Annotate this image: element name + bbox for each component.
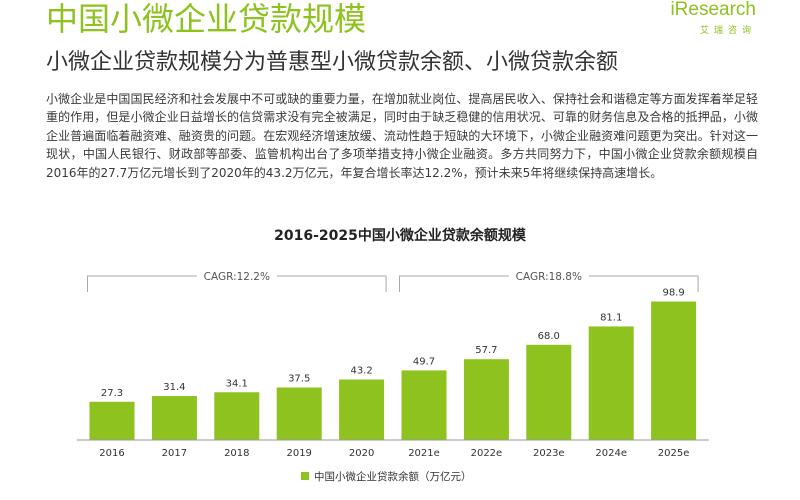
iresearch-logo: iResearch 艾瑞咨询 [670,0,756,36]
cagr-bracket-1 [87,275,387,292]
cagr-bracket-2 [399,275,699,292]
source-footnote [46,492,746,500]
bar-2025e [651,301,697,440]
bar-2017 [151,396,197,440]
x-tick-2021e: 2021e [408,448,440,459]
value-label-2023e: 68.0 [538,331,560,342]
bar-series: 27.3 31.4 34.1 37.5 43.2 49.7 57.7 68.0 81.1 98.9 [89,288,697,440]
page-title: 中国小微企业贷款规模 [46,0,367,38]
bar-2018 [214,392,260,440]
logo-wordmark: iResearch [670,0,756,20]
x-tick-2018: 2018 [224,448,249,459]
bar-2023e [526,344,572,440]
bar-2020 [339,379,385,440]
chart-legend: 中国小微企业贷款余额（万亿元） [301,470,472,483]
value-label-2021e: 49.7 [413,356,435,367]
legend-swatch [301,472,309,480]
x-tick-2022e: 2022e [471,448,503,459]
legend-label: 中国小微企业贷款余额（万亿元） [314,470,472,483]
logo-subtext: 艾瑞咨询 [699,26,756,36]
x-tick-2019: 2019 [286,448,311,459]
value-label-2025e: 98.9 [662,288,684,299]
x-tick-2016: 2016 [99,448,124,459]
bar-2021e [401,370,447,440]
cagr-label-1: CAGR:12.2% [204,271,270,283]
bar-2016 [89,401,135,440]
bar-2024e [588,326,634,440]
x-tick-2023e: 2023e [533,448,565,459]
bar-2019 [276,387,322,440]
value-label-2018: 34.1 [226,378,248,389]
cagr-label-2: CAGR:18.8% [516,271,582,283]
body-paragraph: 小微企业是中国国民经济和社会发展中不可或缺的重要力量，在增加就业岗位、提高居民收… [46,92,758,180]
value-label-2019: 37.5 [288,374,310,385]
value-label-2016: 27.3 [101,388,123,399]
value-label-2022e: 57.7 [475,345,497,356]
value-label-2024e: 81.1 [600,312,622,323]
bar-2022e [463,359,509,440]
x-tick-2024e: 2024e [595,448,627,459]
page-subtitle: 小微企业贷款规模分为普惠型小微贷款余额、小微贷款余额 [46,50,619,75]
x-tick-2025e: 2025e [658,448,690,459]
cagr-annotations: CAGR:12.2% CAGR:18.8% [87,271,699,292]
x-tick-2017: 2017 [162,448,187,459]
chart-title: 2016-2025中国小微企业贷款余额规模 [274,227,527,244]
value-label-2017: 31.4 [163,382,185,393]
x-tick-2020: 2020 [349,448,374,459]
value-label-2020: 43.2 [350,366,372,377]
x-axis-ticks: 2016 2017 2018 2019 2020 2021e 2022e 2023e 2024e… [99,448,689,459]
